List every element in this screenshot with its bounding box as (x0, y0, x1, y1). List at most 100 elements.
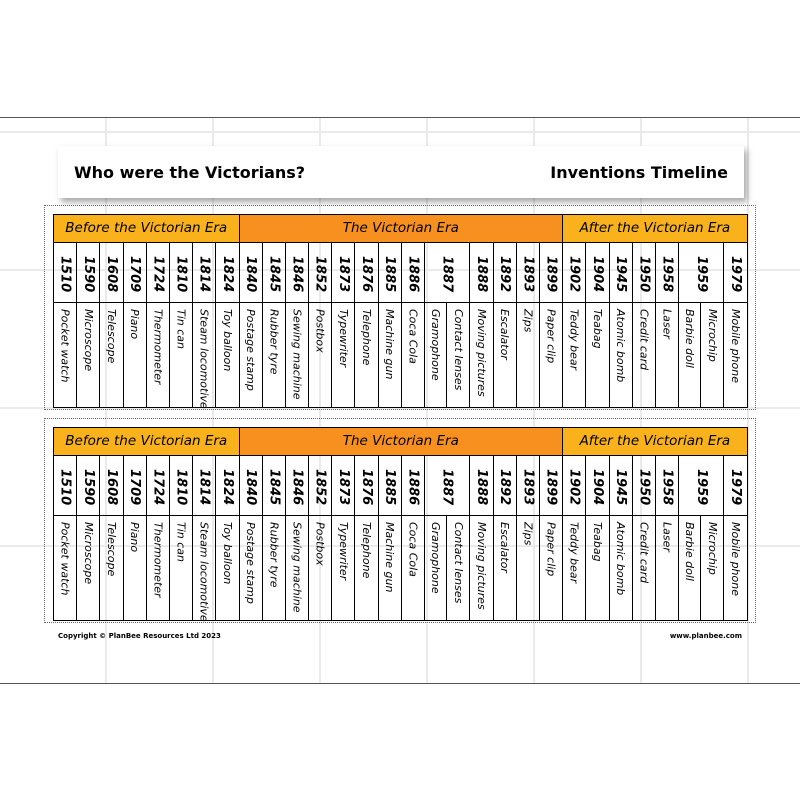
entry: 1810 Tin can (169, 456, 194, 620)
entry: 1950 Credit card (632, 243, 656, 407)
entries: 1510 Pocket watch 1590 Microscope 1608 Telesc… (54, 456, 239, 622)
year: 1510 (54, 243, 77, 303)
year: 1979 (724, 456, 747, 516)
invention: Telescope (104, 522, 118, 577)
entry: 1885 Machine gun (378, 243, 402, 407)
inventions: Zips (517, 516, 539, 620)
invention: Telephone (360, 309, 374, 366)
rule (0, 683, 800, 684)
inventions: Telescope (100, 516, 122, 620)
invention: Credit card (637, 522, 651, 584)
era-title: The Victorian Era (239, 215, 563, 243)
year: 1814 (193, 456, 216, 516)
inventions: Credit card (633, 516, 655, 620)
inventions: Thermometer (147, 516, 169, 620)
inventions: Telephone (355, 303, 377, 407)
entry: 1904 Teabag (586, 456, 610, 620)
entry: 1888 Moving pictures (470, 243, 494, 407)
invention: Teabag (590, 522, 604, 562)
timeline-table: Before the Victorian Era 1510 Pocket watch… (53, 214, 748, 409)
inventions: Barbie doll Microchip (679, 303, 723, 407)
invention: Paper clip (544, 309, 558, 364)
inventions: Rubber tyre (263, 303, 285, 407)
entry: 1846 Sewing machine (285, 456, 310, 620)
inventions: Paper clip (540, 516, 562, 620)
entry: 1958 Laser (655, 243, 680, 407)
invention: Postbox (313, 522, 327, 566)
invention: Microscope (81, 522, 95, 585)
year: 1888 (470, 456, 493, 516)
year: 1885 (378, 456, 401, 516)
year: 1840 (239, 456, 262, 516)
era: The Victorian Era 1840 Postage stamp 1845 Ru… (239, 215, 564, 407)
invention: Rubber tyre (267, 522, 281, 588)
year: 1902 (563, 243, 586, 303)
inventions: Gramophone Contact lenses (425, 516, 469, 620)
entry: 1958 Laser (655, 456, 680, 620)
invention: Typewriter (336, 309, 350, 368)
invention: Microchip (705, 309, 719, 362)
timeline-strip: Before the Victorian Era 1510 Pocket watch… (44, 418, 756, 623)
era-title: After the Victorian Era (563, 215, 747, 243)
invention: Mobile phone (729, 522, 743, 597)
inventions: Thermometer (147, 303, 169, 407)
year: 1852 (309, 456, 332, 516)
inventions: Postage stamp (240, 516, 262, 620)
entry: 1902 Teddy bear (563, 243, 587, 407)
inventions: Typewriter (332, 303, 354, 407)
inventions: Escalator (494, 303, 516, 407)
invention: Microchip (705, 522, 719, 575)
year: 1899 (539, 456, 563, 516)
subtitle: Inventions Timeline (550, 162, 728, 182)
invention: Laser (660, 522, 674, 552)
year: 1590 (77, 243, 100, 303)
invention: Piano (128, 309, 142, 340)
invention: Steam locomotive (197, 522, 211, 622)
year: 1810 (169, 456, 193, 516)
year: 1873 (332, 243, 355, 303)
timeline-table: Before the Victorian Era 1510 Pocket watch… (53, 427, 748, 622)
invention: Laser (660, 309, 674, 339)
era: Before the Victorian Era 1510 Pocket watch… (54, 215, 240, 409)
year: 1510 (54, 456, 77, 516)
inventions: Teabag (586, 516, 608, 620)
entry: 1873 Typewriter (332, 243, 356, 407)
era-title: Before the Victorian Era (54, 428, 239, 456)
entry: 1979 Mobile phone (724, 243, 747, 407)
invention: Postbox (313, 309, 327, 353)
year: 1958 (655, 456, 679, 516)
title: Who were the Victorians? (74, 162, 306, 182)
year: 1876 (355, 243, 378, 303)
entry: 1888 Moving pictures (470, 456, 494, 620)
entry: 1876 Telephone (355, 243, 379, 407)
invention: Telephone (360, 522, 374, 579)
invention: Zips (521, 522, 535, 546)
inventions: Microscope (77, 303, 99, 407)
inventions: Pocket watch (54, 303, 76, 407)
entry: 1886 Coca Cola (401, 243, 425, 407)
year: 1886 (401, 243, 424, 303)
entry: 1893 Zips (516, 243, 540, 407)
invention: Sewing machine (290, 522, 304, 613)
copyright: Copyright © PlanBee Resources Ltd 2023 (58, 632, 221, 640)
entry: 1892 Escalator (493, 243, 517, 407)
year: 1893 (516, 243, 539, 303)
invention: Contact lenses (451, 522, 465, 604)
year: 1608 (100, 456, 123, 516)
entries: 1840 Postage stamp 1845 Rubber tyre 1846 Sewi… (239, 456, 563, 620)
invention: Machine gun (383, 309, 397, 380)
inventions: Barbie doll Microchip (679, 516, 723, 620)
inventions: Machine gun (379, 303, 401, 407)
year: 1846 (285, 243, 309, 303)
invention: Atomic bomb (614, 522, 628, 596)
entry: 1876 Telephone (355, 456, 379, 620)
year: 1899 (539, 243, 563, 303)
entry: 1846 Sewing machine (285, 243, 310, 407)
background-grid (0, 117, 800, 683)
year: 1852 (309, 243, 332, 303)
entry: 1887 Gramophone Contact lenses (425, 243, 471, 407)
invention: Postage stamp (244, 309, 258, 391)
entry: 1945 Atomic bomb (609, 456, 633, 620)
year: 1959 (679, 243, 724, 303)
year: 1950 (632, 243, 655, 303)
